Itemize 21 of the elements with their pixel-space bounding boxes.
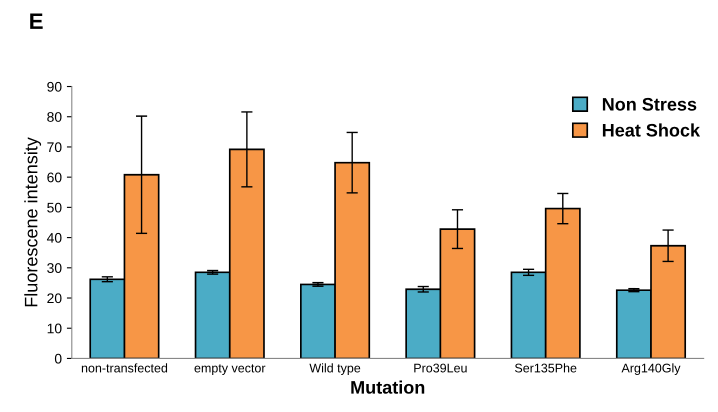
y-tick-label: 0 [54, 354, 62, 364]
y-tick-label: 50 [47, 202, 62, 213]
y-tick-label: 40 [46, 232, 62, 243]
x-tick-label: empty vector [194, 364, 266, 375]
y-tick-label: 70 [47, 142, 62, 152]
x-tick-label: Ser135Phe [514, 363, 576, 372]
y-tick-label: 90 [47, 82, 62, 92]
y-tick-label: 10 [48, 324, 62, 334]
y-tick-label: 80 [47, 112, 62, 122]
y-axis-title: Fluorescene intensity [24, 137, 42, 306]
x-axis-title: Mutation [351, 380, 424, 394]
y-tick-label: 30 [47, 263, 62, 273]
x-tick-label: Wild type [309, 363, 360, 375]
y-tick-label: 60 [47, 172, 62, 182]
legend-label: Non Stress [602, 98, 696, 111]
x-tick-label: non-transfected [82, 363, 168, 372]
legend-label: Heat Shock [602, 123, 700, 137]
x-tick-label: Arg140Gly [621, 363, 680, 375]
chart-title: E [30, 14, 43, 29]
x-tick-label: Pro39Leu [414, 364, 467, 372]
y-tick-label: 20 [47, 293, 62, 304]
